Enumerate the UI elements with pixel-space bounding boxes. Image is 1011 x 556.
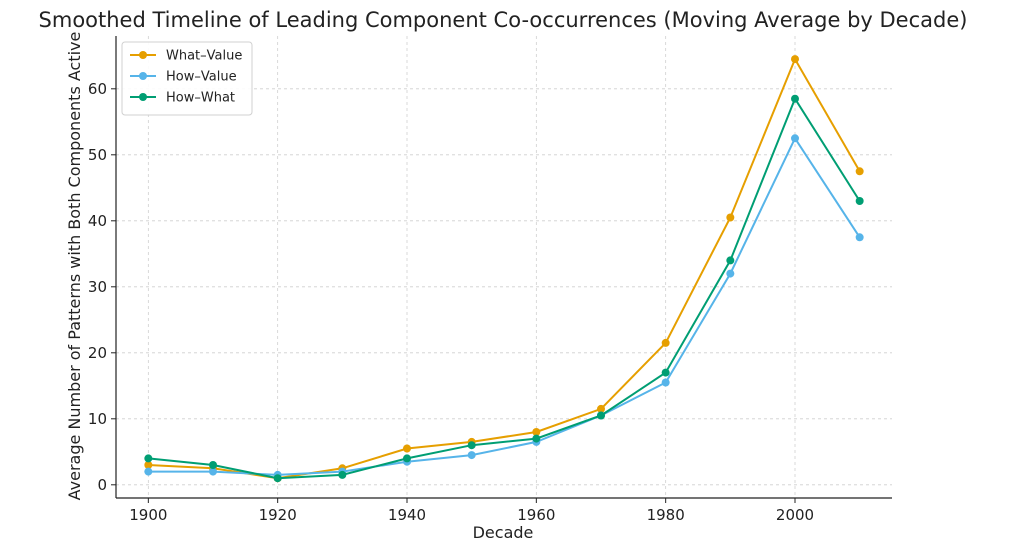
y-tick-label: 20 xyxy=(88,344,107,362)
x-axis-label: Decade xyxy=(473,523,534,542)
y-tick-label: 50 xyxy=(88,146,107,164)
data-point-what-value xyxy=(532,428,541,436)
x-tick-label: 2000 xyxy=(776,506,814,524)
data-point-how-value xyxy=(467,451,476,460)
y-axis-label: Average Number of Patterns with Both Com… xyxy=(65,32,84,501)
legend: What–Value How–Value How–What xyxy=(121,41,253,116)
data-point-what-value xyxy=(855,167,864,176)
data-point-how-value xyxy=(791,134,799,143)
data-point-what-value xyxy=(661,338,670,347)
legend-label-how-value: How–Value xyxy=(166,70,237,85)
data-point-how-what xyxy=(661,368,670,377)
data-point-how-what xyxy=(467,441,476,450)
data-point-how-what xyxy=(791,94,799,103)
x-tick-label: 1980 xyxy=(647,506,685,524)
x-tick-label: 1940 xyxy=(388,506,426,524)
data-point-what-value xyxy=(597,404,605,413)
x-tick-label: 1960 xyxy=(517,506,555,524)
y-tick-label: 40 xyxy=(88,212,107,230)
data-point-how-what xyxy=(855,197,864,205)
data-point-how-value xyxy=(209,467,217,476)
legend-label-what-value: What–Value xyxy=(166,49,242,64)
series-line-what-value xyxy=(148,56,861,480)
series-what-value xyxy=(144,55,864,483)
data-point-how-value xyxy=(726,269,735,278)
data-point-how-value xyxy=(661,378,670,387)
grid-lines xyxy=(116,36,892,498)
series-how-value xyxy=(144,134,864,479)
y-tick-label: 30 xyxy=(88,278,107,296)
chart-title: Smoothed Timeline of Leading Component C… xyxy=(39,8,968,32)
x-tick-label: 1920 xyxy=(259,506,297,524)
data-point-how-what xyxy=(273,474,282,483)
tick-labels: 1900 1920 1940 1960 1980 2000 0 10 20 30 40 50 60 xyxy=(88,80,814,524)
legend-marker-how-value xyxy=(139,72,147,80)
data-point-how-what xyxy=(726,256,735,265)
y-tick-label: 0 xyxy=(97,476,107,494)
series-line-how-what xyxy=(148,96,861,480)
data-point-what-value xyxy=(791,55,799,64)
y-tick-label: 60 xyxy=(88,80,107,98)
data-point-what-value xyxy=(403,444,411,453)
legend-label-how-what: How–What xyxy=(166,91,235,106)
data-point-how-what xyxy=(597,411,605,420)
data-point-how-value xyxy=(855,233,864,242)
legend-marker-what-value xyxy=(139,51,147,59)
data-point-how-what xyxy=(209,461,217,469)
axes xyxy=(111,36,892,503)
series-line-how-value xyxy=(148,136,861,476)
data-point-how-what xyxy=(532,434,541,443)
data-point-how-value xyxy=(144,467,153,476)
data-point-what-value xyxy=(726,213,735,222)
data-point-how-what xyxy=(144,454,153,463)
series-how-what xyxy=(144,94,864,483)
data-point-what-value xyxy=(144,461,153,469)
data-point-how-what xyxy=(338,470,347,479)
x-tick-label: 1900 xyxy=(129,506,167,524)
data-point-how-what xyxy=(403,454,411,463)
series-lines xyxy=(144,55,864,483)
legend-marker-how-what xyxy=(139,93,147,101)
y-tick-label: 10 xyxy=(88,410,107,428)
